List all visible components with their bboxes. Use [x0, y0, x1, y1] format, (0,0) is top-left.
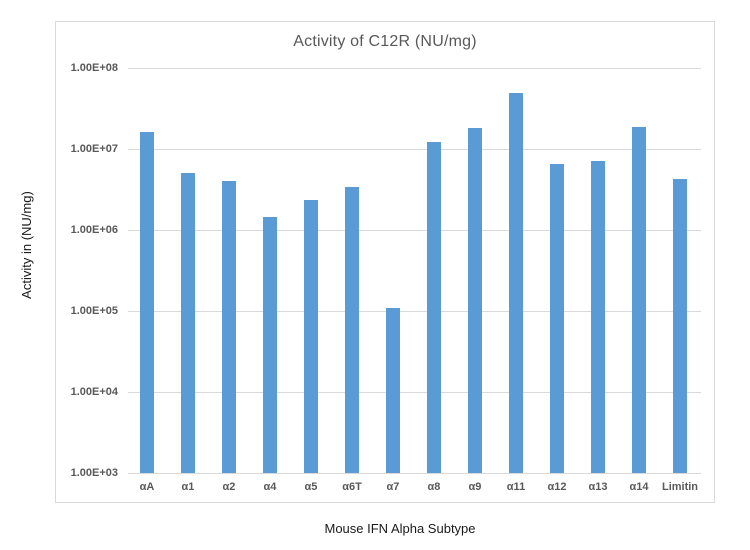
x-axis-category-label: αA: [139, 481, 155, 494]
y-axis-tick-label: 1.00E+06: [70, 223, 118, 236]
chart-area: Activity of C12R (NU/mg) 1.00E+08 1.00E+0…: [55, 21, 715, 503]
bar: [304, 200, 318, 474]
x-axis-category-label: α11: [506, 481, 526, 494]
bar: [550, 163, 564, 474]
y-axis-tick-label: 1.00E+07: [70, 142, 118, 155]
y-axis-tick-label: 1.00E+08: [70, 61, 118, 74]
plot-area: 1.00E+08 1.00E+07 1.00E+06 1.00E+05 1.00E+04…: [56, 22, 714, 502]
x-axis-title: Mouse IFN Alpha Subtype: [324, 521, 476, 536]
x-axis-category-label: α4: [263, 481, 277, 494]
bar: [140, 132, 154, 474]
bar: [632, 126, 646, 474]
y-gridline: [128, 392, 701, 394]
y-axis-tick-label: 1.00E+03: [70, 467, 118, 480]
y-axis-title: Activity in (NU/mg): [19, 191, 34, 299]
y-gridline: [128, 229, 701, 231]
y-gridline: [128, 148, 701, 150]
x-axis-category-label: α8: [427, 481, 441, 494]
y-axis-tick-label: 1.00E+05: [70, 305, 118, 318]
x-axis-category-label: α14: [629, 481, 649, 494]
bar: [509, 93, 523, 474]
x-axis-category-label: α6T: [342, 481, 362, 494]
y-gridline: [128, 473, 701, 475]
x-axis-category-label: α12: [547, 481, 567, 494]
x-axis-category-label: Limitin: [661, 481, 699, 494]
bar: [263, 216, 277, 474]
x-axis-category-label: α9: [468, 481, 482, 494]
y-gridline: [128, 67, 701, 69]
x-axis-category-label: α1: [181, 481, 195, 494]
bar: [468, 127, 482, 474]
x-axis-category-label: α5: [304, 481, 318, 494]
y-axis-tick-label: 1.00E+04: [70, 386, 118, 399]
bar: [427, 142, 441, 474]
bar: [222, 180, 236, 474]
y-gridline: [128, 311, 701, 313]
bar: [673, 179, 687, 474]
chart-title: Activity of C12R (NU/mg): [293, 33, 477, 50]
x-axis-category-label: α7: [386, 481, 400, 494]
x-axis-category-label: α2: [222, 481, 236, 494]
bar: [345, 186, 359, 474]
bar: [386, 307, 400, 474]
x-axis-category-label: α13: [588, 481, 608, 494]
bar: [591, 161, 605, 474]
bar: [181, 173, 195, 474]
